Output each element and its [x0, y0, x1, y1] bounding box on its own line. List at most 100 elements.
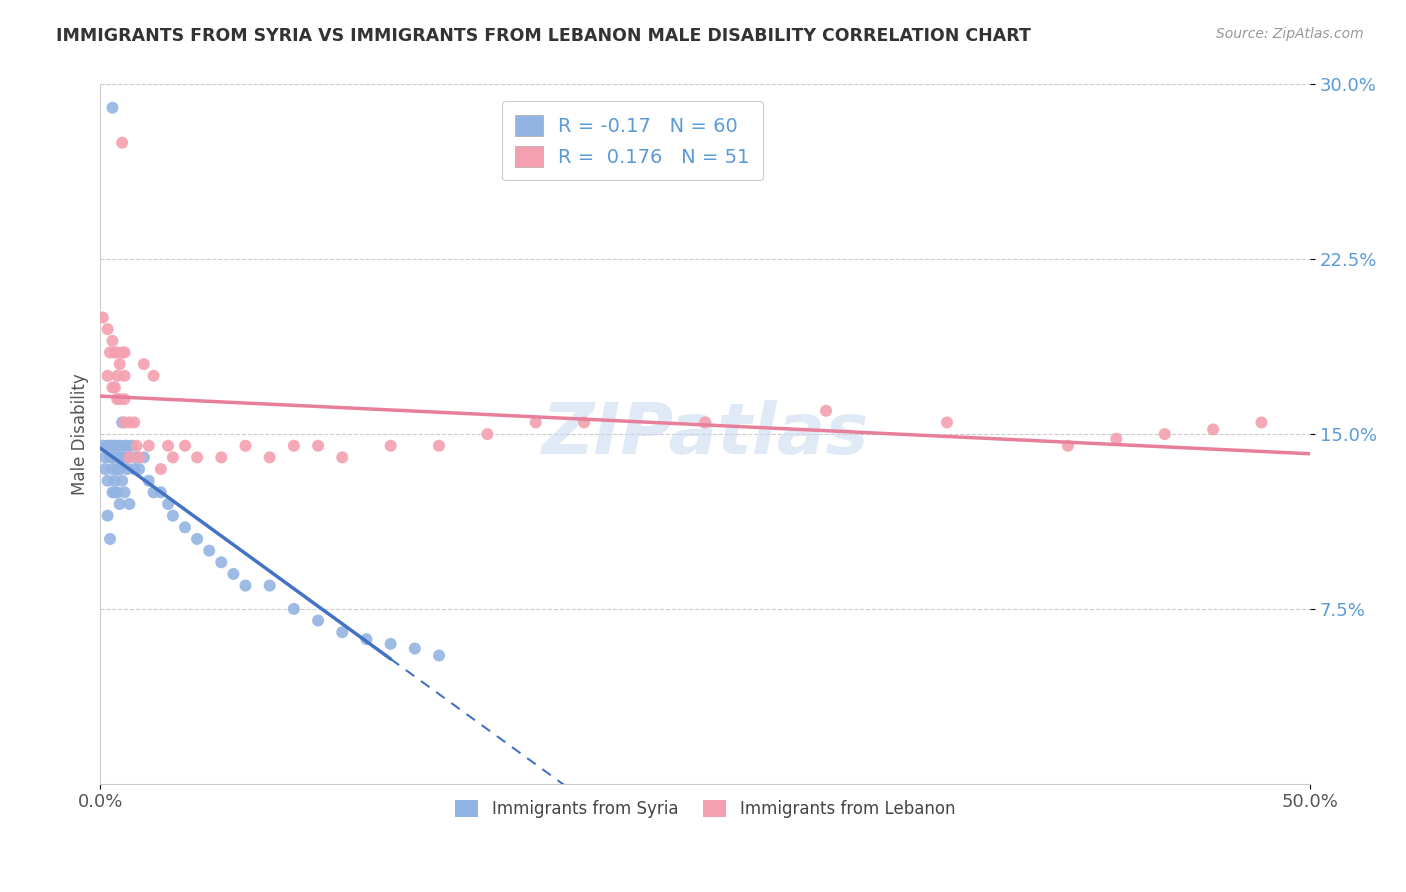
Point — [98, 532, 121, 546]
Point — [149, 485, 172, 500]
Point — [108, 450, 131, 465]
Point — [259, 579, 281, 593]
Point — [105, 450, 128, 465]
Point — [114, 439, 136, 453]
Point — [114, 345, 136, 359]
Point — [101, 439, 124, 453]
Point — [101, 101, 124, 115]
Point — [693, 416, 716, 430]
Point — [380, 637, 402, 651]
Y-axis label: Male Disability: Male Disability — [72, 373, 89, 495]
Point — [101, 334, 124, 348]
Point — [111, 450, 134, 465]
Point — [111, 474, 134, 488]
Point — [111, 416, 134, 430]
Point — [105, 345, 128, 359]
Point — [108, 392, 131, 406]
Point — [209, 555, 232, 569]
Point — [94, 450, 117, 465]
Point — [356, 632, 378, 647]
Point — [174, 520, 197, 534]
Point — [111, 136, 134, 150]
Point — [111, 345, 134, 359]
Point — [149, 462, 172, 476]
Point — [1202, 422, 1225, 436]
Point — [125, 439, 148, 453]
Point — [104, 439, 127, 453]
Point — [104, 485, 127, 500]
Point — [94, 462, 117, 476]
Point — [118, 450, 141, 465]
Point — [307, 614, 329, 628]
Point — [125, 450, 148, 465]
Point — [122, 462, 145, 476]
Point — [142, 368, 165, 383]
Legend: Immigrants from Syria, Immigrants from Lebanon: Immigrants from Syria, Immigrants from L… — [449, 793, 962, 824]
Point — [114, 368, 136, 383]
Point — [198, 543, 221, 558]
Point — [572, 416, 595, 430]
Point — [1105, 432, 1128, 446]
Point — [404, 641, 426, 656]
Point — [235, 579, 257, 593]
Point — [427, 648, 450, 663]
Text: ZIPatlas: ZIPatlas — [541, 400, 869, 468]
Point — [157, 497, 180, 511]
Point — [128, 450, 150, 465]
Point — [235, 439, 257, 453]
Point — [101, 462, 124, 476]
Point — [283, 602, 305, 616]
Point — [101, 485, 124, 500]
Point — [104, 380, 127, 394]
Point — [108, 497, 131, 511]
Point — [330, 450, 353, 465]
Point — [91, 439, 114, 453]
Point — [114, 485, 136, 500]
Point — [138, 439, 160, 453]
Point — [108, 439, 131, 453]
Point — [98, 450, 121, 465]
Point — [122, 416, 145, 430]
Point — [118, 497, 141, 511]
Point — [114, 392, 136, 406]
Point — [114, 416, 136, 430]
Point — [132, 357, 155, 371]
Point — [427, 439, 450, 453]
Point — [142, 485, 165, 500]
Point — [186, 450, 208, 465]
Point — [105, 485, 128, 500]
Point — [108, 357, 131, 371]
Point — [101, 450, 124, 465]
Point — [105, 392, 128, 406]
Point — [174, 439, 197, 453]
Point — [108, 462, 131, 476]
Point — [115, 462, 138, 476]
Point — [330, 625, 353, 640]
Point — [121, 439, 143, 453]
Point — [157, 439, 180, 453]
Point — [104, 345, 127, 359]
Point — [259, 450, 281, 465]
Point — [186, 532, 208, 546]
Point — [209, 450, 232, 465]
Point — [1153, 427, 1175, 442]
Point — [114, 450, 136, 465]
Point — [222, 566, 245, 581]
Point — [936, 416, 959, 430]
Point — [101, 380, 124, 394]
Text: Source: ZipAtlas.com: Source: ZipAtlas.com — [1216, 27, 1364, 41]
Point — [97, 439, 120, 453]
Point — [118, 416, 141, 430]
Point — [104, 450, 127, 465]
Point — [105, 462, 128, 476]
Point — [115, 439, 138, 453]
Point — [1057, 439, 1080, 453]
Point — [128, 462, 150, 476]
Point — [97, 368, 120, 383]
Point — [97, 508, 120, 523]
Point — [380, 439, 402, 453]
Point — [524, 416, 547, 430]
Point — [477, 427, 499, 442]
Point — [118, 450, 141, 465]
Point — [105, 368, 128, 383]
